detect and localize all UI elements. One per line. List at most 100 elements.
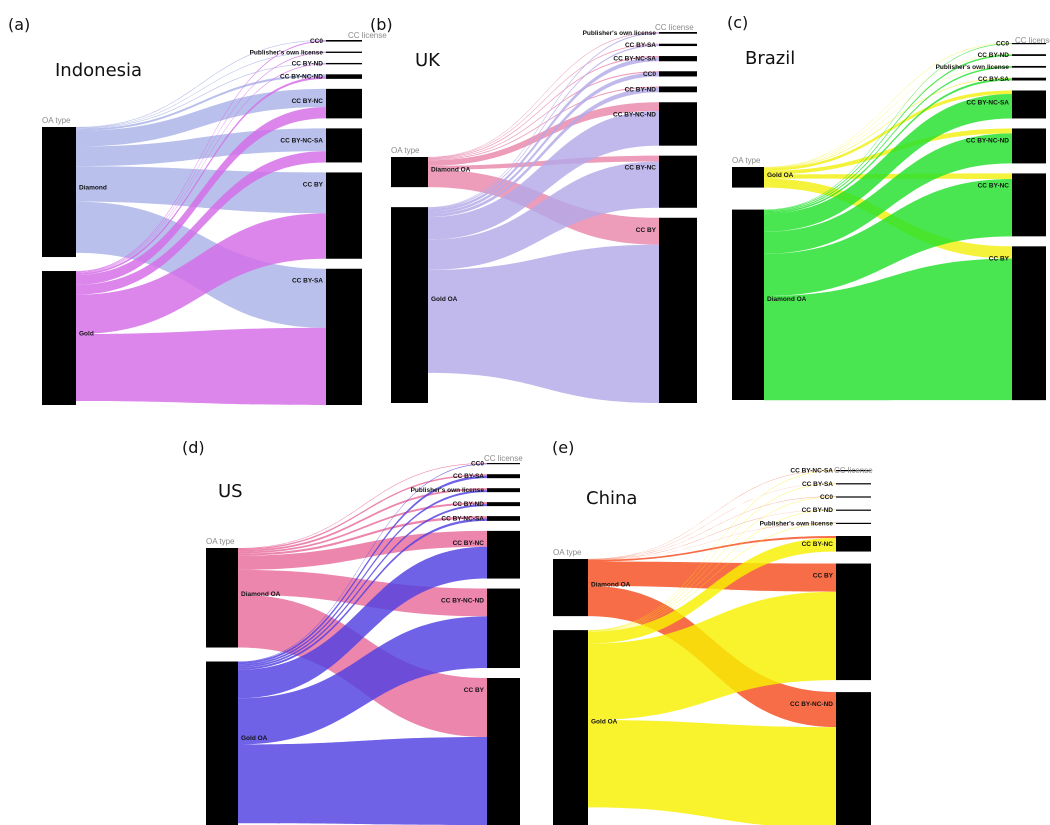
link-diamond-to-cc0 — [76, 40, 326, 128]
link-gold-oa-to-cc-by-nc — [588, 537, 836, 644]
country-title: Brazil — [745, 48, 795, 69]
link-gold-to-cc-by-sa — [76, 327, 326, 405]
source-node-gold-oa — [732, 167, 764, 188]
source-label: Diamond OA — [767, 296, 807, 303]
link-diamond-oa-to-publisher-s-own-license — [588, 522, 836, 560]
target-node-cc-by-sa — [659, 43, 697, 47]
source-node-diamond-oa — [391, 157, 428, 188]
link-diamond-oa-to-cc-by-nc-sa — [428, 56, 659, 159]
target-label: CC BY-NC-SA — [441, 516, 484, 523]
panel-letter: (c) — [727, 13, 748, 32]
left-axis-title: OA type — [42, 116, 71, 125]
link-gold-oa-to-cc-by-nc-nd — [238, 616, 487, 745]
panel-letter: (b) — [370, 15, 393, 34]
target-label: Publisher's own license — [936, 64, 1010, 71]
source-label: Gold — [79, 330, 94, 337]
link-diamond-oa-to-cc-by-sa — [764, 78, 1012, 214]
link-gold-oa-to-cc-by-sa — [764, 77, 1012, 169]
target-node-cc-by-nc-sa — [836, 470, 871, 472]
link-gold-oa-to-publisher-s-own-license — [428, 32, 659, 208]
link-diamond-oa-to-cc-by-nc-sa — [588, 470, 836, 560]
target-label: CC BY-NC-ND — [966, 137, 1009, 144]
link-gold-oa-to-cc-by — [428, 244, 659, 403]
sankey-panel-us: (d) Diamond OA Gold OA CC0 CC BY-SA Publisher… — [182, 438, 523, 825]
link-diamond-to-cc-by — [76, 166, 326, 214]
target-node-cc-by-nc — [326, 88, 362, 119]
link-gold-oa-to-cc-by-nd — [428, 87, 659, 218]
right-axis-title: CC license — [484, 454, 523, 463]
link-gold-oa-to-cc0 — [588, 496, 836, 632]
target-node-cc-by-nc-sa — [326, 128, 362, 163]
source-label: Gold OA — [591, 719, 618, 726]
link-gold-to-publisher-s-own-license — [76, 52, 326, 273]
link-gold-oa-to-cc-by-nc-nd — [588, 720, 836, 825]
target-label: CC BY-NC-SA — [613, 56, 656, 63]
link-gold-oa-to-cc-by-nc — [238, 546, 487, 699]
target-node-cc-by-nc-nd — [1012, 128, 1046, 164]
target-node-cc-by-nd — [326, 62, 362, 65]
target-node-cc-by-nc — [659, 155, 697, 208]
link-diamond-oa-to-cc-by-sa — [428, 43, 659, 158]
link-gold-oa-to-publisher-s-own-license — [588, 522, 836, 632]
link-diamond-oa-to-publisher-s-own-license — [428, 32, 659, 158]
left-axis-title: OA type — [206, 537, 235, 546]
source-node-diamond-oa — [553, 559, 588, 617]
source-node-gold-oa — [553, 630, 588, 825]
target-node-publisher-s-own-license — [659, 32, 697, 34]
link-diamond-to-cc-by-nc-sa — [76, 128, 326, 167]
link-gold-to-cc-by-nd — [76, 63, 326, 274]
target-node-cc-by-nc-nd — [487, 588, 520, 669]
link-gold-oa-to-cc-by-nc — [764, 173, 1012, 180]
link-diamond-oa-to-cc-by-nc — [428, 155, 659, 170]
source-label: Diamond — [79, 184, 107, 191]
target-label: CC BY-NC — [978, 182, 1010, 189]
link-diamond-oa-to-cc-by-nc-sa — [764, 93, 1012, 232]
target-label: CC BY-SA — [625, 42, 656, 49]
target-node-cc0 — [487, 463, 520, 465]
target-label: CC0 — [820, 494, 833, 501]
target-label: CC BY-SA — [802, 481, 833, 488]
link-gold-oa-to-cc0 — [238, 463, 487, 663]
target-label: Publisher's own license — [760, 520, 834, 527]
target-label: Publisher's own license — [250, 49, 324, 56]
panel-letter: (a) — [8, 15, 30, 34]
link-gold-oa-to-cc-by-nc-sa — [764, 90, 1012, 171]
link-diamond-oa-to-cc-by-sa — [588, 483, 836, 560]
target-node-cc0 — [326, 40, 362, 42]
link-gold-oa-to-cc-by — [238, 737, 487, 825]
link-diamond-oa-to-cc-by — [588, 561, 836, 592]
link-gold-oa-to-cc0 — [764, 43, 1012, 168]
target-label: CC BY-NC-ND — [441, 598, 484, 605]
sankey-links — [588, 470, 836, 825]
source-node-gold — [42, 271, 76, 405]
target-label: CC BY-NC — [292, 98, 324, 105]
link-diamond-oa-to-cc0 — [428, 71, 659, 160]
target-node-publisher-s-own-license — [487, 488, 520, 493]
link-gold-oa-to-cc-by-nc-sa — [238, 518, 487, 670]
target-node-cc-by-nc-sa — [1012, 90, 1046, 119]
link-gold-oa-to-publisher-s-own-license — [238, 490, 487, 666]
target-label: CC BY-SA — [978, 76, 1009, 83]
link-gold-oa-to-cc-by-nd — [238, 504, 487, 668]
link-diamond-oa-to-publisher-s-own-license — [764, 66, 1012, 213]
sankey-links — [76, 40, 326, 405]
link-diamond-oa-to-cc0 — [238, 463, 487, 549]
link-diamond-oa-to-cc-by-nd — [428, 86, 659, 161]
link-diamond-to-cc-by-nc-nd — [76, 74, 326, 131]
link-gold-to-cc-by-nc-nd — [76, 76, 326, 275]
link-gold-to-cc-by — [76, 213, 326, 335]
target-label: CC0 — [471, 461, 484, 468]
target-label: CC BY-NC-SA — [280, 137, 323, 144]
target-label: CC BY-ND — [802, 507, 834, 514]
link-diamond-oa-to-cc0 — [764, 43, 1012, 211]
target-label: CC BY-NC-ND — [790, 701, 833, 708]
link-gold-oa-to-cc-by-sa — [238, 475, 487, 665]
target-node-cc-by — [1012, 246, 1046, 401]
target-label: CC BY-ND — [978, 52, 1010, 59]
link-diamond-oa-to-cc-by-sa — [238, 474, 487, 550]
link-diamond-oa-to-cc-by-nd — [588, 509, 836, 560]
sankey-panel-brazil: (c) Gold OA Diamond OA CC0 CC BY-ND Publisher… — [727, 13, 1050, 401]
target-label: CC0 — [996, 41, 1009, 48]
link-gold-oa-to-cc-by-sa — [428, 44, 659, 209]
